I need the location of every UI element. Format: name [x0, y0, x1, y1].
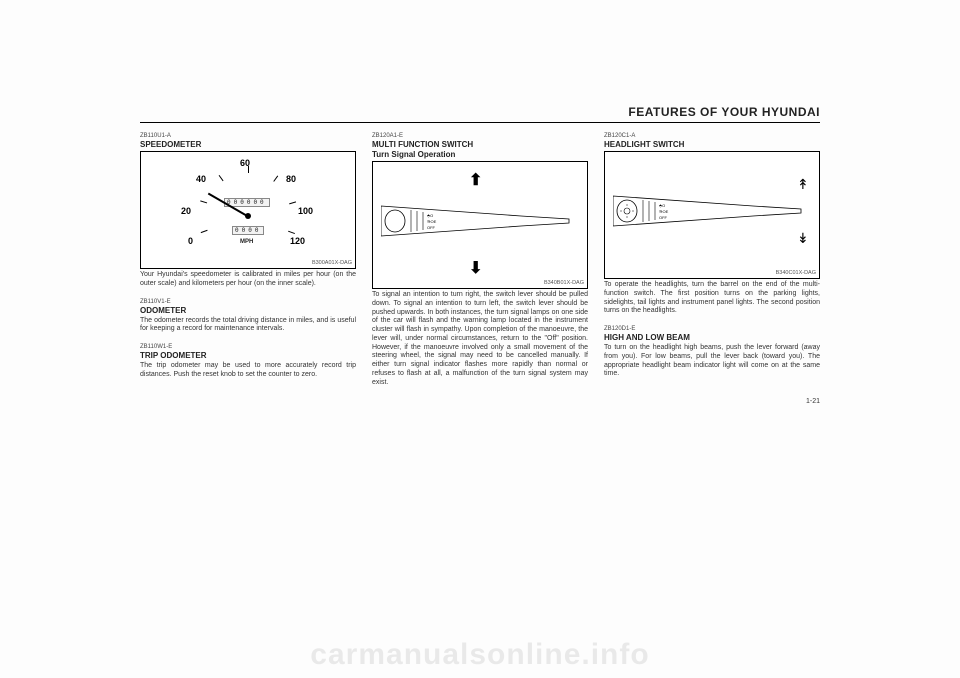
rotation-arrow-icon: ↡ [797, 230, 809, 247]
dial-60: 60 [240, 158, 250, 168]
section-code: ZB120A1-E [372, 133, 588, 139]
figure-label: B300A01X-DAG [312, 260, 352, 266]
page-header: FEATURES OF YOUR HYUNDAI [140, 105, 820, 123]
dial-100: 100 [298, 206, 313, 216]
section-title-multifunction: MULTI FUNCTION SWITCH [372, 140, 588, 149]
section-code: ZB110W1-E [140, 344, 356, 350]
speedometer-hub [245, 213, 251, 219]
dial-80: 80 [286, 174, 296, 184]
section-title-odometer: ODOMETER [140, 306, 356, 315]
svg-text:OFF: OFF [427, 225, 436, 230]
headlight-stalk: ⬘O ∋OE OFF [613, 188, 803, 234]
rotation-arrow-icon: ↟ [797, 176, 809, 193]
figure-speedometer: 0 20 40 60 80 100 120 000000 0000 MPH B3… [140, 151, 356, 269]
body-text: The trip odometer may be used to more ac… [140, 362, 356, 380]
manual-page: FEATURES OF YOUR HYUNDAI ZB110U1-A SPEED… [140, 105, 820, 387]
trip-display: 0000 [232, 226, 264, 235]
figure-label: B340C01X-DAG [776, 270, 816, 276]
turn-signal-stalk: ⬘O ∋OE OFF [381, 198, 571, 244]
section-title-speedometer: SPEEDOMETER [140, 140, 356, 149]
svg-text:∋OE: ∋OE [659, 209, 669, 214]
body-text: To signal an intention to turn right, th… [372, 291, 588, 387]
section-title-high-low-beam: HIGH AND LOW BEAM [604, 333, 820, 342]
body-text: To turn on the headlight high beams, pus… [604, 344, 820, 379]
dial-0: 0 [188, 236, 193, 246]
body-text: To operate the headlights, turn the barr… [604, 281, 820, 316]
svg-text:⬘O: ⬘O [659, 203, 665, 208]
section-code: ZB120D1-E [604, 326, 820, 332]
unit-label: MPH [240, 239, 253, 245]
dial-40: 40 [196, 174, 206, 184]
section-subtitle-turnsignal: Turn Signal Operation [372, 150, 588, 159]
section-code: ZB110V1-E [140, 299, 356, 305]
figure-headlight-switch: ⬘O ∋OE OFF ↟ ↡ B340C01X-DAG [604, 151, 820, 279]
svg-text:⬘O: ⬘O [427, 213, 433, 218]
section-title-trip-odometer: TRIP ODOMETER [140, 351, 356, 360]
section-title-headlight: HEADLIGHT SWITCH [604, 140, 820, 149]
column-2: ZB120A1-E MULTI FUNCTION SWITCH Turn Sig… [372, 131, 588, 387]
svg-text:OFF: OFF [659, 215, 668, 220]
dial-120: 120 [290, 236, 305, 246]
arrow-down-icon: ⬇ [469, 258, 482, 278]
dial-20: 20 [181, 206, 191, 216]
svg-text:∋OE: ∋OE [427, 219, 437, 224]
arrow-up-icon: ⬆ [469, 170, 482, 190]
speedometer-gauge: 0 20 40 60 80 100 120 000000 0000 MPH [178, 156, 318, 256]
page-number: 1-21 [806, 398, 820, 405]
column-3: ZB120C1-A HEADLIGHT SWITCH [604, 131, 820, 387]
content-columns: ZB110U1-A SPEEDOMETER 0 20 40 60 [140, 131, 820, 387]
body-text: Your Hyundai's speedometer is calibrated… [140, 271, 356, 289]
figure-turn-signal: ⬆ ⬘O ∋OE OFF ⬇ B340B01X-DAG [372, 161, 588, 289]
section-code: ZB110U1-A [140, 133, 356, 139]
section-code: ZB120C1-A [604, 133, 820, 139]
column-1: ZB110U1-A SPEEDOMETER 0 20 40 60 [140, 131, 356, 387]
body-text: The odometer records the total driving d… [140, 317, 356, 335]
watermark: carmanualsonline.info [0, 638, 960, 672]
figure-label: B340B01X-DAG [544, 280, 584, 286]
